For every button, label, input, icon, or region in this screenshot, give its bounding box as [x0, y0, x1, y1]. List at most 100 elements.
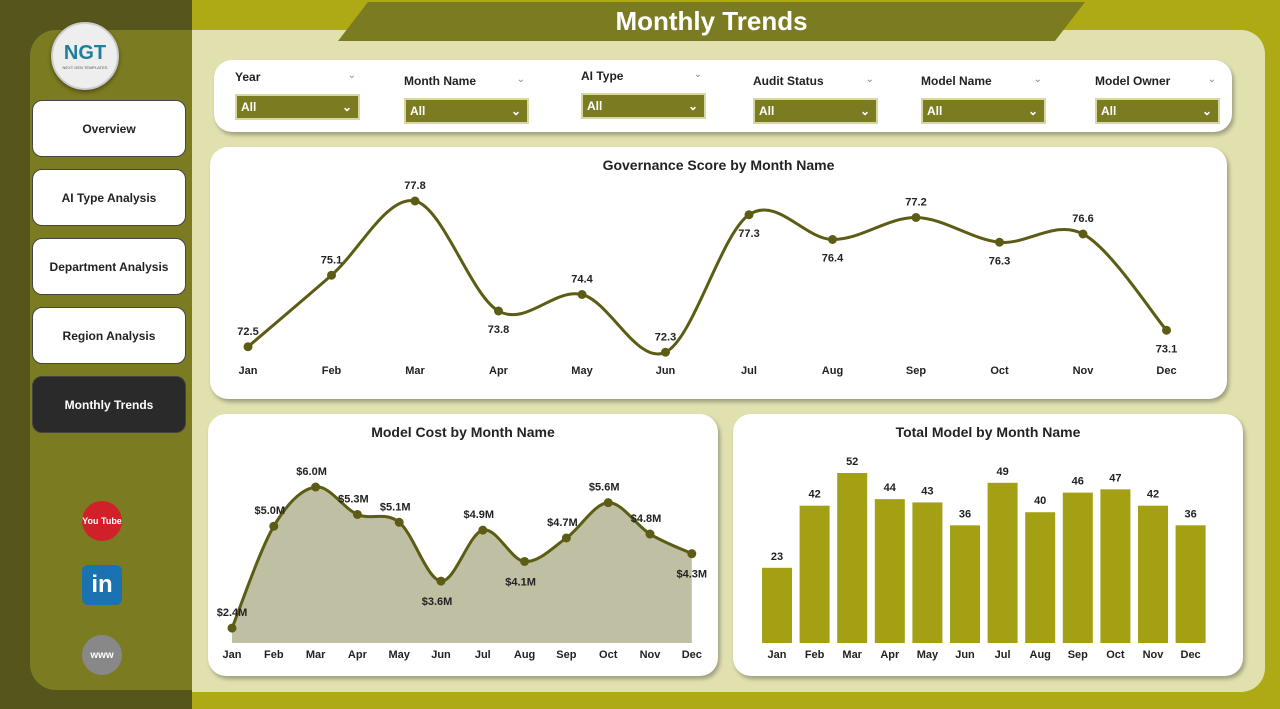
data-point: [995, 237, 1004, 247]
x-tick-label: Feb: [264, 649, 284, 661]
bar: [1062, 492, 1093, 643]
x-tick-label: Jun: [955, 649, 975, 661]
data-point: [494, 306, 503, 316]
x-tick-label: Sep: [1068, 649, 1088, 661]
x-tick-label: Dec: [682, 649, 702, 661]
filter-label: Model Name: [921, 74, 992, 88]
filter-model-owner[interactable]: Model Owner ⌄ All ⌄: [1095, 74, 1220, 124]
nav-department-analysis[interactable]: Department Analysis: [32, 238, 186, 295]
cost-chart-card: Model Cost by Month Name $2.4M Jan $5.0M Fe…: [208, 414, 718, 676]
globe-icon[interactable]: www: [82, 635, 122, 675]
x-tick-label: Apr: [348, 649, 368, 661]
filter-dropdown[interactable]: All ⌄: [753, 98, 878, 124]
x-tick-label: May: [917, 649, 939, 661]
data-point: [828, 235, 837, 244]
filter-dropdown[interactable]: All ⌄: [404, 98, 529, 124]
x-tick-label: Mar: [405, 365, 425, 377]
filter-dropdown[interactable]: All ⌄: [921, 98, 1046, 124]
filter-panel: Year ⌄ All ⌄ Month Name ⌄ All ⌄ AI Type ⌄ All ⌄ Audi…: [214, 60, 1232, 132]
x-tick-label: Nov: [640, 649, 662, 661]
x-tick-label: Apr: [880, 649, 900, 661]
filter-model-name[interactable]: Model Name ⌄ All ⌄: [921, 74, 1046, 124]
data-label: 40: [1034, 495, 1046, 507]
data-label: 73.8: [488, 324, 509, 336]
x-tick-label: Dec: [1156, 365, 1176, 377]
bar: [837, 473, 868, 643]
filter-value: All: [759, 104, 775, 118]
filter-value: All: [927, 104, 943, 118]
bar: [874, 499, 905, 643]
data-label: 49: [996, 466, 1008, 478]
data-label: 73.1: [1156, 343, 1177, 355]
chevron-down-icon[interactable]: ⌄: [693, 69, 702, 80]
filter-label: Month Name: [404, 74, 476, 88]
bar: [799, 505, 830, 643]
logo-subtitle: NEXT GEN TEMPLATES: [62, 65, 108, 70]
chevron-down-icon[interactable]: ⌄: [865, 74, 874, 85]
filter-label: AI Type: [581, 69, 624, 83]
data-point: [436, 576, 446, 586]
data-point: [603, 498, 613, 508]
governance-line-chart: 72.5 Jan 75.1 Feb 77.8 Mar 73.8 Apr 74.4 May 72.3 J…: [237, 180, 1177, 377]
filter-dropdown[interactable]: All ⌄: [581, 93, 706, 119]
filter-dropdown[interactable]: All ⌄: [1095, 98, 1220, 124]
x-tick-label: Dec: [1181, 649, 1201, 661]
filter-dropdown[interactable]: All ⌄: [235, 94, 360, 120]
data-point: [1162, 325, 1171, 335]
logo: NGT NEXT GEN TEMPLATES: [51, 22, 119, 90]
data-point: [410, 196, 420, 206]
data-label: 42: [1147, 489, 1159, 501]
bar: [1100, 489, 1131, 643]
x-tick-label: Jan: [223, 649, 242, 661]
data-point: [744, 210, 754, 220]
x-tick-label: Jan: [768, 649, 787, 661]
youtube-icon[interactable]: You Tube: [82, 501, 122, 541]
filter-audit-status[interactable]: Audit Status ⌄ All ⌄: [753, 74, 878, 124]
data-label: 76.6: [1072, 213, 1093, 225]
x-tick-label: Sep: [906, 365, 926, 377]
data-point: [327, 270, 336, 280]
chevron-down-icon[interactable]: ⌄: [1033, 74, 1042, 85]
data-point: [352, 509, 362, 519]
x-tick-label: Oct: [990, 365, 1009, 377]
bar: [1138, 505, 1168, 643]
nav-overview[interactable]: Overview: [32, 100, 186, 157]
data-label: 77.8: [404, 180, 425, 192]
linkedin-icon[interactable]: in: [82, 565, 122, 605]
chart-title: Model Cost by Month Name: [371, 424, 555, 440]
data-label: $3.6M: [422, 596, 453, 608]
chevron-down-icon: ⌄: [1201, 104, 1212, 118]
cost-area: [232, 486, 692, 643]
nav-monthly-trends[interactable]: Monthly Trends: [32, 376, 186, 433]
chevron-down-icon[interactable]: ⌄: [347, 70, 356, 81]
chevron-down-icon: ⌄: [341, 100, 352, 114]
data-point: [687, 549, 697, 559]
filter-month-name[interactable]: Month Name ⌄ All ⌄: [404, 74, 529, 124]
nav-region-analysis[interactable]: Region Analysis: [32, 307, 186, 364]
data-label: 47: [1109, 472, 1121, 484]
filter-value: All: [241, 100, 257, 114]
data-point: [520, 556, 530, 566]
filter-label: Audit Status: [753, 74, 824, 88]
bar: [987, 482, 1018, 643]
data-label: 77.2: [905, 197, 926, 209]
data-point: [478, 525, 488, 535]
data-label: 76.4: [822, 253, 844, 265]
chevron-down-icon: ⌄: [510, 104, 521, 118]
x-tick-label: Feb: [322, 365, 342, 377]
chevron-down-icon[interactable]: ⌄: [516, 74, 525, 85]
data-label: 36: [959, 508, 971, 520]
data-label: 76.3: [989, 255, 1010, 267]
chart-title: Governance Score by Month Name: [602, 157, 835, 173]
x-tick-label: Oct: [1106, 649, 1125, 661]
filter-label: Model Owner: [1095, 74, 1171, 88]
x-tick-label: Aug: [822, 365, 843, 377]
x-tick-label: Jun: [431, 649, 451, 661]
chevron-down-icon: ⌄: [859, 104, 870, 118]
chevron-down-icon[interactable]: ⌄: [1207, 74, 1216, 85]
filter-year[interactable]: Year ⌄ All ⌄: [235, 70, 360, 120]
governance-chart-card: Governance Score by Month Name 72.5 Jan 75…: [210, 147, 1227, 399]
data-label: 42: [808, 489, 820, 501]
nav-ai-type-analysis[interactable]: AI Type Analysis: [32, 169, 186, 226]
filter-ai-type[interactable]: AI Type ⌄ All ⌄: [581, 69, 706, 119]
